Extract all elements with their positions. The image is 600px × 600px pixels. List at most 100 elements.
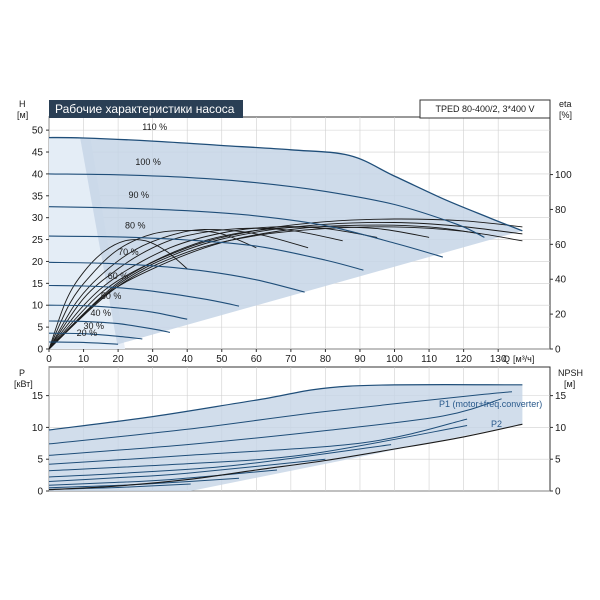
head-curve — [48, 304, 188, 320]
eta-tick-label: 40 — [555, 275, 567, 286]
power-tick-label: 10 — [32, 423, 44, 434]
npsh-axis-ticks: 0 5 10 15 — [550, 391, 567, 498]
head-tick-label: 10 — [32, 301, 44, 312]
power-curve — [48, 398, 502, 456]
head-curve — [48, 206, 444, 258]
head-tick-label: 5 — [37, 323, 43, 334]
speed-label: 60 % — [108, 271, 129, 281]
power-axis-ticks: 0 5 10 15 — [32, 391, 49, 498]
head-axis-label: H — [19, 99, 26, 109]
eta-axis-label: eta — [559, 99, 572, 109]
head-curves — [48, 136, 523, 345]
power-curve — [48, 458, 326, 482]
head-tick-label: 35 — [32, 191, 44, 202]
power-curves — [48, 383, 523, 490]
title-bar — [49, 100, 243, 118]
flow-tick-label: 100 — [386, 354, 403, 365]
efficiency-curve — [48, 226, 430, 350]
flow-tick-label: 40 — [182, 354, 194, 365]
head-curve — [48, 332, 143, 340]
head-tick-label: 40 — [32, 169, 44, 180]
head-curve — [48, 341, 119, 345]
head-tick-label: 25 — [32, 235, 44, 246]
speed-labels: 110 % 100 % 90 % 80 % 70 % 60 % 50 % 40 % 30 %20… — [77, 122, 168, 338]
model-box — [419, 99, 551, 119]
power-npsh-panel: 0 5 10 15 0 5 10 15 P [кВт] NPSH [м] P1 (motor… — [14, 366, 583, 498]
npsh-line — [48, 423, 523, 491]
efficiency-curve — [48, 239, 188, 350]
npsh-tick-label: 10 — [555, 423, 567, 434]
flow-tick-label: 0 — [46, 354, 52, 365]
power-curve — [48, 391, 513, 445]
power-curve — [48, 383, 523, 431]
power-tick-label: 0 — [37, 487, 43, 498]
efficiency-curves — [48, 218, 523, 350]
eta-axis-ticks: 0 20 40 60 80 100 — [550, 170, 572, 356]
eta-axis-unit: [%] — [559, 110, 572, 120]
flow-axis-unit: [м³/ч] — [513, 354, 534, 364]
pump-model: TPED 80-400/2, 3*400 V — [435, 104, 534, 114]
head-tick-label: 45 — [32, 148, 44, 159]
flow-tick-label: 10 — [78, 354, 90, 365]
power-curve — [48, 444, 392, 478]
head-tick-label: 50 — [32, 126, 44, 137]
flow-tick-label: 130 — [490, 354, 507, 365]
head-curve — [48, 173, 485, 238]
efficiency-curve — [48, 229, 309, 350]
head-curve — [48, 284, 240, 307]
head-axis-ticks: 0 5 10 15 20 25 30 35 40 45 50 — [32, 126, 49, 356]
efficiency-curve — [48, 227, 343, 350]
p2-label: P2 — [491, 419, 502, 429]
head-axis-unit: [м] — [17, 110, 28, 120]
flow-tick-label: 30 — [147, 354, 159, 365]
head-tick-label: 20 — [32, 257, 44, 268]
head-flow-panel: 0 10 20 30 40 50 60 70 80 90 100 110 120 130 0 5 10 15 20… — [17, 99, 572, 365]
eta-tick-label: 60 — [555, 240, 567, 251]
speed-label: 50 % — [101, 291, 122, 301]
flow-tick-label: 20 — [113, 354, 125, 365]
npsh-tick-label: 15 — [555, 391, 567, 402]
speed-label: 40 % — [90, 308, 111, 318]
power-tick-label: 5 — [37, 455, 43, 466]
flow-axis-label: Q — [503, 354, 510, 364]
power-curve — [48, 418, 468, 465]
flow-tick-label: 120 — [455, 354, 472, 365]
power-curve — [48, 469, 278, 486]
head-tick-label: 30 — [32, 213, 44, 224]
p1-label: P1 (motor+freq.converter) — [439, 399, 542, 409]
speed-label: 110 % — [142, 122, 167, 132]
head-curve — [48, 261, 305, 293]
efficiency-curve — [48, 226, 378, 350]
head-curve — [48, 136, 523, 232]
eta-tick-label: 20 — [555, 310, 567, 321]
speed-label: 80 % — [125, 221, 146, 231]
speed-label: 20 % — [77, 328, 98, 338]
eta-tick-label: 80 — [555, 205, 567, 216]
npsh-tick-label: 0 — [555, 487, 561, 498]
npsh-axis-label: NPSH — [558, 368, 583, 378]
speed-label: 90 % — [128, 190, 149, 200]
power-axis-label: P — [19, 368, 25, 378]
head-tick-label: 15 — [32, 279, 44, 290]
flow-tick-label: 60 — [251, 354, 263, 365]
flow-tick-label: 110 — [421, 354, 437, 365]
operating-envelope — [49, 137, 523, 349]
head-tick-label: 0 — [37, 345, 43, 356]
npsh-curve — [48, 423, 523, 491]
head-curve — [48, 320, 171, 333]
flow-axis-ticks: 0 10 20 30 40 50 60 70 80 90 100 110 120 130 — [46, 349, 507, 365]
eta-tick-label: 0 — [555, 345, 561, 356]
power-axis-unit: [кВт] — [14, 379, 33, 389]
npsh-axis-unit: [м] — [564, 379, 575, 389]
efficiency-curve — [48, 224, 481, 350]
power-curve — [48, 425, 468, 472]
efficiency-curve — [48, 229, 257, 350]
npsh-tick-label: 5 — [555, 455, 561, 466]
flow-tick-label: 90 — [354, 354, 366, 365]
head-curve — [48, 235, 364, 271]
flow-tick-label: 50 — [216, 354, 228, 365]
speed-label: 30 % — [84, 321, 105, 331]
speed-label: 100 % — [135, 157, 161, 167]
min-flow-region — [49, 137, 119, 349]
